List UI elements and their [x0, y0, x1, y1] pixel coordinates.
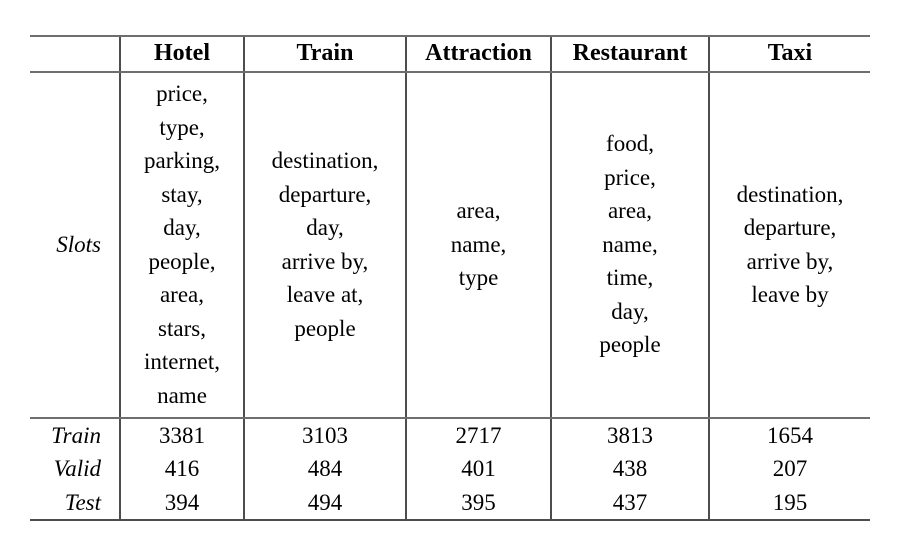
slots-row: Slots price, type, parking, stay, day, p… [30, 71, 870, 419]
slots-cell-train: destination, departure, day, arrive by, … [243, 71, 406, 419]
column-header-hotel: Hotel [119, 35, 244, 73]
column-header-taxi: Taxi [708, 35, 870, 73]
stat-cell-train-restaurant: 3813 [550, 417, 709, 452]
stat-cell-train-attraction: 2717 [405, 417, 551, 452]
stat-cell-valid-restaurant: 438 [550, 452, 709, 486]
stat-cell-test-restaurant: 437 [550, 485, 709, 521]
stats-row-valid: Valid 416 484 401 438 207 [30, 452, 870, 486]
row-label-valid: Valid [53, 456, 101, 481]
slots-cell-taxi: destination, departure, arrive by, leave… [708, 71, 870, 419]
slots-cell-attraction: area, name, type [405, 71, 551, 419]
stat-cell-train-taxi: 1654 [708, 417, 870, 452]
stats-row-test: Test 394 494 395 437 195 [30, 485, 870, 521]
stat-cell-train-train: 3103 [243, 417, 406, 452]
header-row: Hotel Train Attraction Restaurant Taxi [30, 35, 870, 73]
stat-cell-train-hotel: 3381 [119, 417, 244, 452]
stat-cell-valid-attraction: 401 [405, 452, 551, 486]
dataset-statistics-table: Hotel Train Attraction Restaurant Taxi S… [30, 35, 870, 521]
stat-cell-test-taxi: 195 [708, 485, 870, 521]
stat-cell-valid-train: 484 [243, 452, 406, 486]
row-label-test: Test [30, 485, 120, 521]
column-header-train: Train [243, 35, 406, 73]
stat-cell-test-attraction: 395 [405, 485, 551, 521]
row-label-train: Train [51, 422, 101, 448]
stat-cell-valid-hotel: 416 [119, 452, 244, 486]
column-header-attraction: Attraction [405, 35, 551, 73]
stat-cell-valid-taxi: 207 [708, 452, 870, 486]
row-label-slots: Slots [30, 71, 120, 419]
stats-row-train: Train 3381 3103 2717 3813 1654 [30, 417, 870, 452]
corner-cell [30, 35, 120, 73]
column-header-restaurant: Restaurant [550, 35, 709, 73]
stat-cell-test-train: 494 [243, 485, 406, 521]
slots-cell-hotel: price, type, parking, stay, day, people,… [119, 71, 244, 419]
slots-cell-restaurant: food, price, area, name, time, day, peop… [550, 71, 709, 419]
stat-cell-test-hotel: 394 [119, 485, 244, 521]
